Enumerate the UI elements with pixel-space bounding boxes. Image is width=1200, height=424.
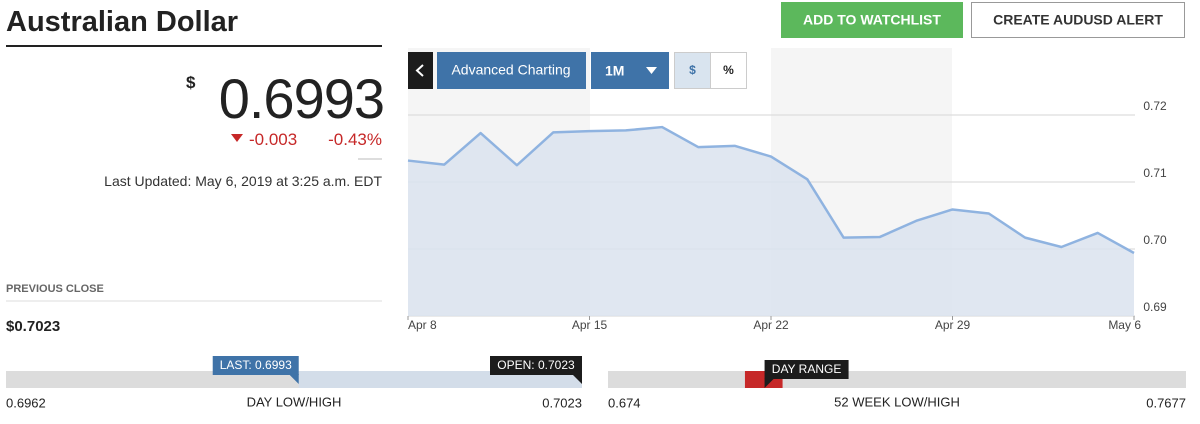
- previous-close-label: PREVIOUS CLOSE: [6, 283, 104, 295]
- button-bg: [591, 52, 669, 89]
- button-label: %: [723, 63, 734, 77]
- day-range-pointer: [764, 378, 775, 388]
- price-line: [407, 125, 1135, 255]
- x-tick-label: Apr 15: [572, 318, 608, 332]
- day-high: 0.7023: [542, 395, 582, 410]
- chart: 0.69 0.70 0.71 0.72 Apr 8 Apr 15 Apr 22 Apr 29 M…: [407, 99, 1167, 332]
- x-tick-label: May 6: [1108, 318, 1141, 332]
- period-dropdown[interactable]: 1M: [591, 52, 669, 89]
- button-bg: [781, 2, 963, 38]
- button-label: $: [689, 63, 696, 77]
- button-bg: [971, 2, 1185, 38]
- change: -0.003: [249, 130, 297, 149]
- unit-percent-toggle[interactable]: %: [710, 52, 747, 89]
- day-range-box: [764, 360, 849, 379]
- button-label: ADD TO WATCHLIST: [803, 12, 941, 28]
- chevron: [415, 64, 424, 77]
- button-label: CREATE AUDUSD ALERT: [993, 12, 1163, 28]
- last-pointer: [288, 374, 299, 384]
- button-bg: [408, 52, 433, 89]
- y-tick-label: 0.70: [1143, 233, 1167, 247]
- open-label: OPEN: 0.7023: [497, 358, 575, 372]
- week52-bar: [608, 371, 1186, 388]
- button-label: Advanced Charting: [451, 62, 570, 78]
- previous-close-value: $0.7023: [6, 318, 60, 335]
- y-tick-label: 0.72: [1143, 99, 1167, 113]
- button-label: 1M: [605, 63, 624, 79]
- week52-low: 0.674: [608, 395, 641, 410]
- x-tick-label: Apr 22: [753, 318, 789, 332]
- down-arrow: [231, 134, 243, 142]
- day-low: 0.6962: [6, 395, 46, 410]
- y-tick-label: 0.69: [1143, 300, 1167, 314]
- x-tick-label: Apr 29: [935, 318, 971, 332]
- open-pointer: [572, 374, 582, 384]
- last-label: LAST: 0.6993: [220, 358, 292, 372]
- collapse-button[interactable]: [408, 52, 433, 89]
- button-bg: [710, 52, 747, 89]
- advanced-charting-button[interactable]: Advanced Charting: [437, 52, 586, 89]
- unit-dollar-toggle[interactable]: $: [674, 52, 711, 89]
- y-tick-label: 0.71: [1143, 166, 1167, 180]
- currency-symbol: $: [186, 73, 196, 92]
- open-box: [490, 356, 582, 375]
- last-updated: Last Updated: May 6, 2019 at 3:25 a.m. E…: [104, 173, 382, 189]
- last-box: [212, 356, 299, 375]
- x-tick-label: Apr 8: [408, 318, 437, 332]
- watchlist-button[interactable]: ADD TO WATCHLIST: [781, 2, 963, 38]
- alert-button[interactable]: CREATE AUDUSD ALERT: [971, 2, 1185, 38]
- area: [408, 127, 1134, 316]
- label-value: 0.6993: [255, 358, 292, 372]
- label-text: OPEN:: [497, 358, 534, 372]
- label-text: LAST:: [220, 358, 252, 372]
- label-value: 0.7023: [538, 358, 575, 372]
- last-open-span: [298, 371, 582, 388]
- week52-high: 0.7677: [1146, 395, 1186, 410]
- day-range-title: DAY LOW/HIGH: [247, 394, 342, 409]
- dropdown-arrow: [646, 67, 657, 74]
- button-bg: [437, 52, 586, 89]
- week52-title: 52 WEEK LOW/HIGH: [834, 394, 960, 409]
- price: 0.6993: [219, 67, 384, 130]
- page-title: Australian Dollar: [6, 6, 238, 38]
- change-percent: -0.43%: [328, 130, 382, 149]
- day-range-box-label: DAY RANGE: [772, 362, 842, 376]
- ranges: LAST: 0.6993 OPEN: 0.7023 0.6962 DAY LOW/HI…: [6, 356, 1186, 410]
